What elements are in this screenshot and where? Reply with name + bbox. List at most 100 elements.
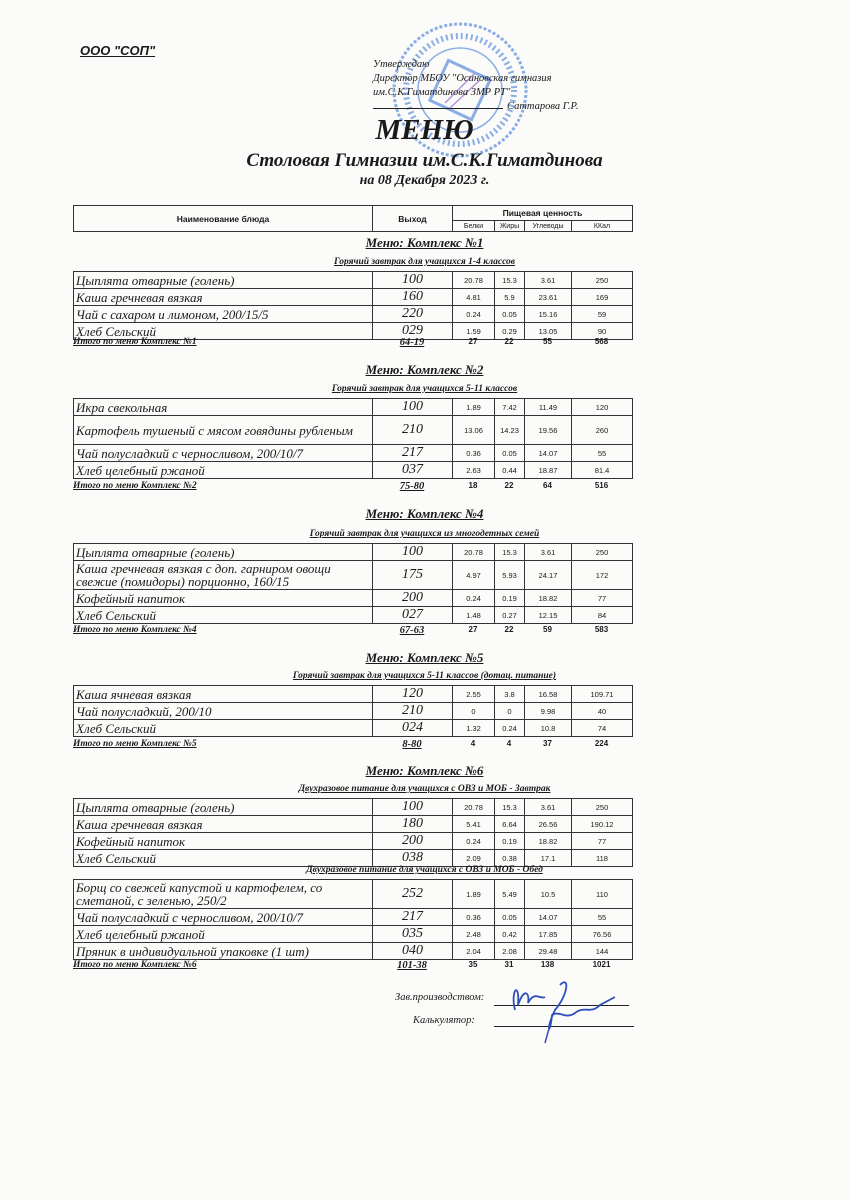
- dish-carbs: 23.61: [524, 288, 572, 306]
- total-row: Итого по меню Комплекс №1 64-19 27 22 55 568: [73, 337, 632, 351]
- table-row: Каша ячневая вязкая 120 2.55 3.8 16.58 109.71: [73, 685, 633, 703]
- dish-fat: 5.9: [494, 288, 525, 306]
- dish-protein: 0.24: [452, 832, 495, 850]
- dish-name: Цыплята отварные (голень): [73, 798, 373, 816]
- dish-protein: 1.32: [452, 719, 495, 737]
- dish-fat: 0.44: [494, 461, 525, 479]
- table-row: Хлеб Сельский 029 1.59 0.29 13.05 90: [73, 322, 633, 340]
- total-fat: 31: [504, 960, 514, 969]
- section-subtitle: Двухразовое питание для учащихся с ОВЗ и…: [298, 784, 551, 794]
- dish-name: Хлеб целебный ржаной: [73, 925, 373, 943]
- total-carbs: 59: [543, 625, 552, 634]
- total-carbs: 55: [543, 337, 552, 346]
- dish-fat: 0.29: [494, 322, 525, 340]
- page-subtitle: Столовая Гимназии им.С.К.Гиматдинова: [246, 150, 603, 171]
- approval-line: Утверждаю: [373, 59, 430, 70]
- dish-kcal: 260: [571, 415, 633, 445]
- total-row: Итого по меню Комплекс №2 75-80 18 22 64 516: [73, 481, 632, 495]
- dish-output: 038: [372, 849, 453, 867]
- table-row: Чай полусладкий с черносливом, 200/10/7 2…: [73, 444, 633, 462]
- total-label: Итого по меню Комплекс №5: [73, 739, 197, 749]
- dish-protein: 1.59: [452, 322, 495, 340]
- dish-name: Каша гречневая вязкая с доп. гарниром ов…: [73, 560, 373, 590]
- section-title: Меню: Комплекс №4: [365, 506, 484, 521]
- table-row: Хлеб Сельский 038 2.09 0.38 17.1 118: [73, 849, 633, 867]
- dish-fat: 0.27: [494, 606, 525, 624]
- dish-output: 252: [372, 879, 453, 909]
- dish-fat: 5.49: [494, 879, 525, 909]
- dish-fat: 5.93: [494, 560, 525, 590]
- dish-kcal: 120: [571, 398, 633, 416]
- dish-protein: 0.24: [452, 305, 495, 323]
- total-kcal: 1021: [592, 960, 611, 969]
- dish-kcal: 169: [571, 288, 633, 306]
- dish-carbs: 14.07: [524, 444, 572, 462]
- production-head-label: Зав.производством:: [395, 992, 485, 1003]
- dish-carbs: 15.16: [524, 305, 572, 323]
- dish-kcal: 172: [571, 560, 633, 590]
- dish-output: 040: [372, 942, 453, 960]
- dish-carbs: 26.56: [524, 815, 572, 833]
- approval-line: Директор МБОУ "Осиновская гимназия: [373, 73, 552, 84]
- dish-protein: 2.09: [452, 849, 495, 867]
- dish-name: Цыплята отварные (голень): [73, 271, 373, 289]
- table-row: Хлеб Сельский 027 1.48 0.27 12.15 84: [73, 606, 633, 624]
- dish-table: Цыплята отварные (голень) 100 20.78 15.3 3.6…: [73, 271, 633, 340]
- dish-output: 180: [372, 815, 453, 833]
- section-title: Меню: Комплекс №6: [365, 763, 484, 778]
- dish-fat: 0.24: [494, 719, 525, 737]
- organization-name: ООО "СОП": [80, 43, 156, 58]
- total-label: Итого по меню Комплекс №1: [73, 337, 197, 347]
- dish-kcal: 250: [571, 271, 633, 289]
- total-protein: 27: [468, 337, 478, 346]
- signature-line: [494, 1026, 634, 1027]
- dish-fat: 3.8: [494, 685, 525, 703]
- dish-protein: 0: [452, 702, 495, 720]
- handwritten-signature: [512, 981, 616, 1044]
- dish-name: Хлеб Сельский: [73, 719, 373, 737]
- table-row: Кофейный напиток 200 0.24 0.19 18.82 77: [73, 589, 633, 607]
- dish-kcal: 109.71: [571, 685, 633, 703]
- dish-carbs: 3.61: [524, 798, 572, 816]
- dish-carbs: 18.87: [524, 461, 572, 479]
- dish-kcal: 250: [571, 798, 633, 816]
- table-row: Кофейный напиток 200 0.24 0.19 18.82 77: [73, 832, 633, 850]
- dish-table: Цыплята отварные (голень) 100 20.78 15.3 3.6…: [73, 798, 633, 867]
- dish-output: 027: [372, 606, 453, 624]
- dish-output: 100: [372, 543, 453, 561]
- dish-carbs: 18.82: [524, 589, 572, 607]
- table-row: Борщ со свежей капустой и картофелем, со…: [73, 879, 633, 909]
- dish-carbs: 9.98: [524, 702, 572, 720]
- dish-output: 160: [372, 288, 453, 306]
- table-row: Каша гречневая вязкая 180 5.41 6.64 26.56 190…: [73, 815, 633, 833]
- dish-kcal: 250: [571, 543, 633, 561]
- dish-carbs: 18.82: [524, 832, 572, 850]
- dish-output: 210: [372, 702, 453, 720]
- dish-carbs: 10.8: [524, 719, 572, 737]
- dish-protein: 0.36: [452, 444, 495, 462]
- total-output: 67-63: [399, 625, 425, 636]
- total-fat: 22: [504, 337, 514, 346]
- table-row: Хлеб целебный ржаной 035 2.48 0.42 17.85 76.5…: [73, 925, 633, 943]
- dish-output: 200: [372, 832, 453, 850]
- dish-kcal: 81.4: [571, 461, 633, 479]
- column-kcal: ККал: [571, 220, 633, 232]
- dish-fat: 0: [494, 702, 525, 720]
- dish-kcal: 110: [571, 879, 633, 909]
- total-protein: 18: [468, 481, 478, 490]
- dish-table: Борщ со свежей капустой и картофелем, со…: [73, 879, 633, 960]
- dish-kcal: 144: [571, 942, 633, 960]
- dish-carbs: 11.49: [524, 398, 572, 416]
- total-row: Итого по меню Комплекс №5 8-80 4 4 37 224: [73, 739, 632, 753]
- dish-name: Картофель тушеный с мясом говядины рубле…: [73, 415, 373, 445]
- signature-line: [373, 108, 503, 109]
- dish-fat: 0.38: [494, 849, 525, 867]
- dish-carbs: 17.1: [524, 849, 572, 867]
- total-output: 8-80: [402, 739, 422, 750]
- table-row: Чай с сахаром и лимоном, 200/15/5 220 0.24…: [73, 305, 633, 323]
- dish-kcal: 118: [571, 849, 633, 867]
- dish-protein: 2.04: [452, 942, 495, 960]
- section-subtitle: Горячий завтрак для учащихся 5-11 классо…: [292, 671, 557, 681]
- dish-kcal: 59: [571, 305, 633, 323]
- table-row: Цыплята отварные (голень) 100 20.78 15.3 3.6…: [73, 543, 633, 561]
